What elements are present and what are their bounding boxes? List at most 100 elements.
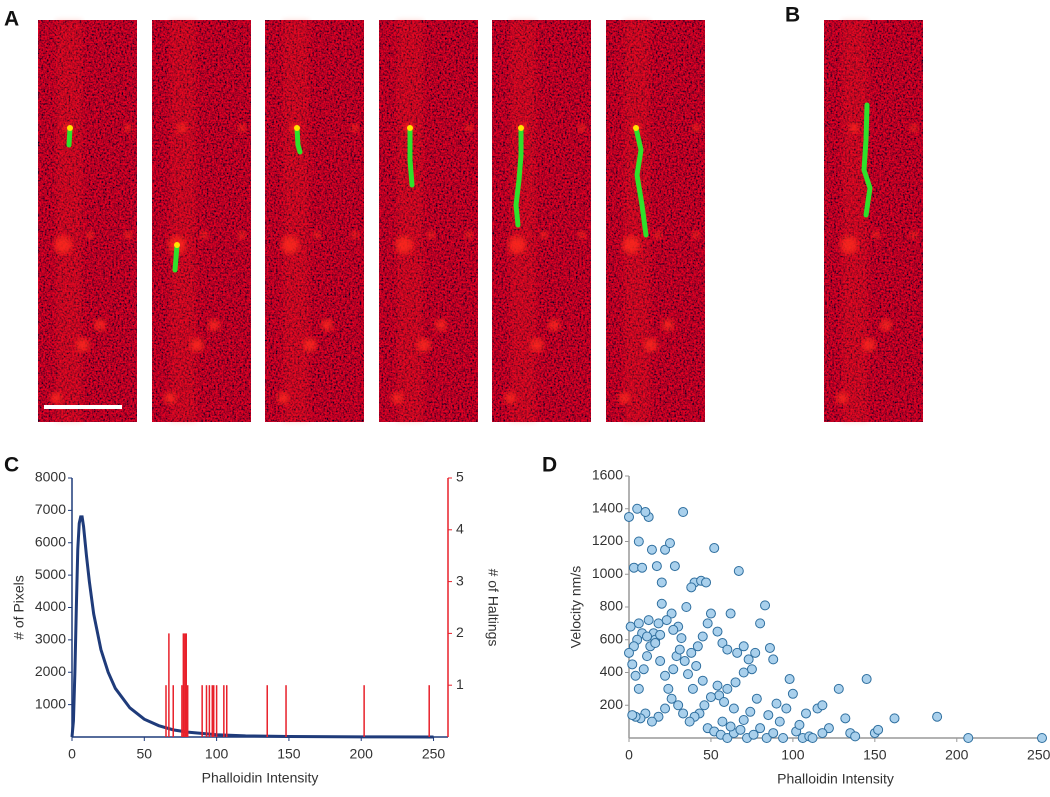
bright-spot [50, 392, 62, 404]
bright-spot [313, 231, 321, 239]
point [709, 543, 720, 554]
point [624, 511, 634, 522]
y-tick-label: 8000 [35, 469, 66, 485]
track-tip [294, 125, 300, 131]
x-tick-label: 100 [781, 747, 805, 763]
point [889, 713, 900, 724]
point [624, 647, 634, 658]
track-tip [633, 125, 639, 131]
bar [182, 633, 185, 737]
point [666, 608, 677, 619]
point [668, 664, 679, 675]
point [963, 733, 974, 743]
micrograph-texture [606, 20, 705, 422]
point [651, 561, 662, 572]
point [746, 664, 757, 675]
y-tick-label: 4000 [35, 598, 66, 614]
point [760, 600, 771, 611]
point [625, 621, 636, 632]
x-tick-label: 200 [350, 746, 374, 762]
point [761, 733, 772, 743]
point [722, 733, 733, 743]
y2-tick-label: 4 [456, 521, 464, 537]
point [728, 703, 739, 714]
bright-spot [692, 124, 700, 132]
point [681, 602, 692, 612]
x-tick-label: 100 [205, 746, 229, 762]
point [771, 698, 782, 709]
bright-spot [190, 338, 204, 352]
point [679, 656, 690, 667]
bright-spot [849, 123, 859, 133]
panel-label: D [542, 454, 557, 477]
point [763, 710, 774, 721]
point [660, 544, 671, 555]
x-tick-label: 250 [422, 746, 446, 762]
fiber-band [510, 20, 536, 422]
point [643, 615, 654, 626]
point [717, 716, 728, 727]
bar [223, 685, 225, 737]
bright-spot [692, 231, 700, 239]
line [70, 515, 434, 739]
point [640, 507, 651, 518]
micrograph-texture [379, 20, 478, 422]
bright-spot [391, 392, 403, 404]
bright-spot [124, 231, 132, 239]
x-tick-label: 50 [703, 747, 719, 763]
bright-spot [177, 123, 187, 133]
x-tick-label: 0 [68, 746, 76, 762]
point [735, 724, 746, 735]
point [817, 728, 828, 739]
point [738, 641, 749, 652]
point [697, 631, 708, 642]
bright-spot [540, 231, 548, 239]
point [784, 674, 795, 685]
point [676, 633, 687, 644]
bar [201, 685, 203, 737]
point [642, 631, 653, 642]
point [661, 615, 672, 626]
bright-spot [164, 392, 176, 404]
point [642, 651, 653, 662]
point [733, 565, 744, 576]
x-tick-label: 50 [137, 746, 153, 762]
point [653, 711, 664, 722]
point [823, 723, 834, 734]
fiber-band [283, 20, 309, 422]
y-axis-title: Velocity nm/s [568, 566, 584, 648]
panel-label: A [4, 8, 19, 31]
y-tick-label: 200 [600, 696, 624, 712]
bright-spot [910, 231, 918, 239]
bar [212, 685, 215, 737]
fiber-band [56, 20, 82, 422]
micrographs [38, 20, 923, 422]
point [686, 647, 697, 658]
bar [215, 685, 218, 737]
point [794, 719, 805, 730]
track-tip [67, 125, 73, 131]
bright-spot [504, 392, 516, 404]
bright-spot [277, 392, 289, 404]
point [768, 728, 779, 739]
track [172, 242, 180, 273]
point [692, 641, 703, 652]
point [748, 729, 759, 740]
bright-spot [578, 124, 586, 132]
bright-spot [281, 236, 299, 254]
bright-spot [94, 319, 106, 331]
panel-label: C [4, 454, 19, 477]
point [646, 716, 657, 727]
x-tick-label: 150 [863, 747, 887, 763]
point [633, 618, 644, 629]
point [666, 693, 677, 704]
point [699, 700, 710, 711]
y-tick-label: 3000 [35, 631, 66, 647]
bright-spot [880, 319, 892, 331]
point [673, 700, 684, 711]
y2-tick-label: 5 [456, 469, 464, 485]
bright-spot [208, 319, 220, 331]
x-axis-title: Phalloidin Intensity [202, 770, 319, 786]
bright-spot [862, 338, 876, 352]
